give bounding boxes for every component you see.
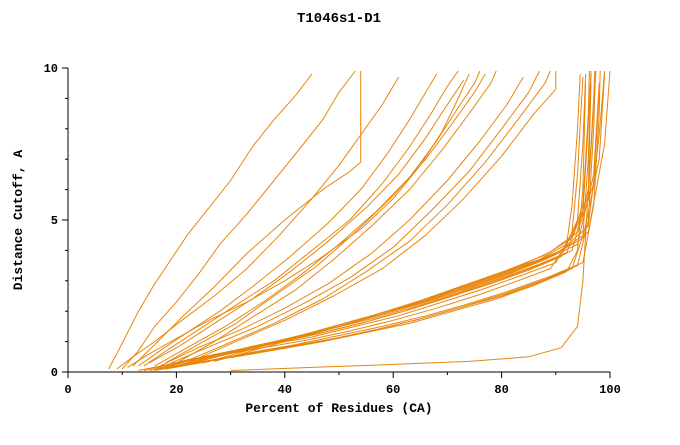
series-lines <box>108 70 611 371</box>
model-curve <box>138 73 438 367</box>
axis-ticks <box>62 67 611 378</box>
y-tick-label: 0 <box>51 366 58 380</box>
model-curve <box>149 79 465 364</box>
model-curve <box>230 83 592 371</box>
x-tick-label: 0 <box>64 383 71 397</box>
x-axis-label: Percent of Residues (CA) <box>245 401 432 416</box>
y-axis-label: Distance Cutoff, A <box>11 150 26 291</box>
model-curve <box>108 73 313 370</box>
axis-tick-labels: 0 20 40 60 80 100 0 5 10 <box>44 62 621 397</box>
x-tick-label: 20 <box>169 383 183 397</box>
model-curve <box>159 76 524 367</box>
model-curve <box>154 70 481 367</box>
model-curve <box>165 83 600 368</box>
model-curve <box>116 76 400 370</box>
model-curve <box>214 92 600 362</box>
model-curve <box>127 73 470 368</box>
chart-title: T1046s1-D1 <box>297 11 381 27</box>
x-tick-label: 80 <box>494 383 508 397</box>
model-curve <box>154 70 590 370</box>
x-tick-label: 40 <box>278 383 292 397</box>
model-curve <box>181 70 551 364</box>
x-tick-label: 60 <box>386 383 400 397</box>
y-tick-label: 10 <box>44 62 58 76</box>
model-curve <box>132 71 362 367</box>
model-curve <box>143 70 459 367</box>
model-curve <box>149 74 587 370</box>
x-tick-label: 100 <box>599 383 621 397</box>
model-curve <box>192 70 592 364</box>
model-curve <box>181 70 606 365</box>
model-curve <box>165 73 486 364</box>
model-curve <box>170 70 540 364</box>
model-curve <box>176 70 497 364</box>
y-tick-label: 5 <box>51 214 58 228</box>
model-curve <box>121 70 356 370</box>
model-curve <box>165 70 601 370</box>
model-curve <box>149 83 587 371</box>
model-curve <box>176 70 611 367</box>
model-curve <box>186 71 557 364</box>
